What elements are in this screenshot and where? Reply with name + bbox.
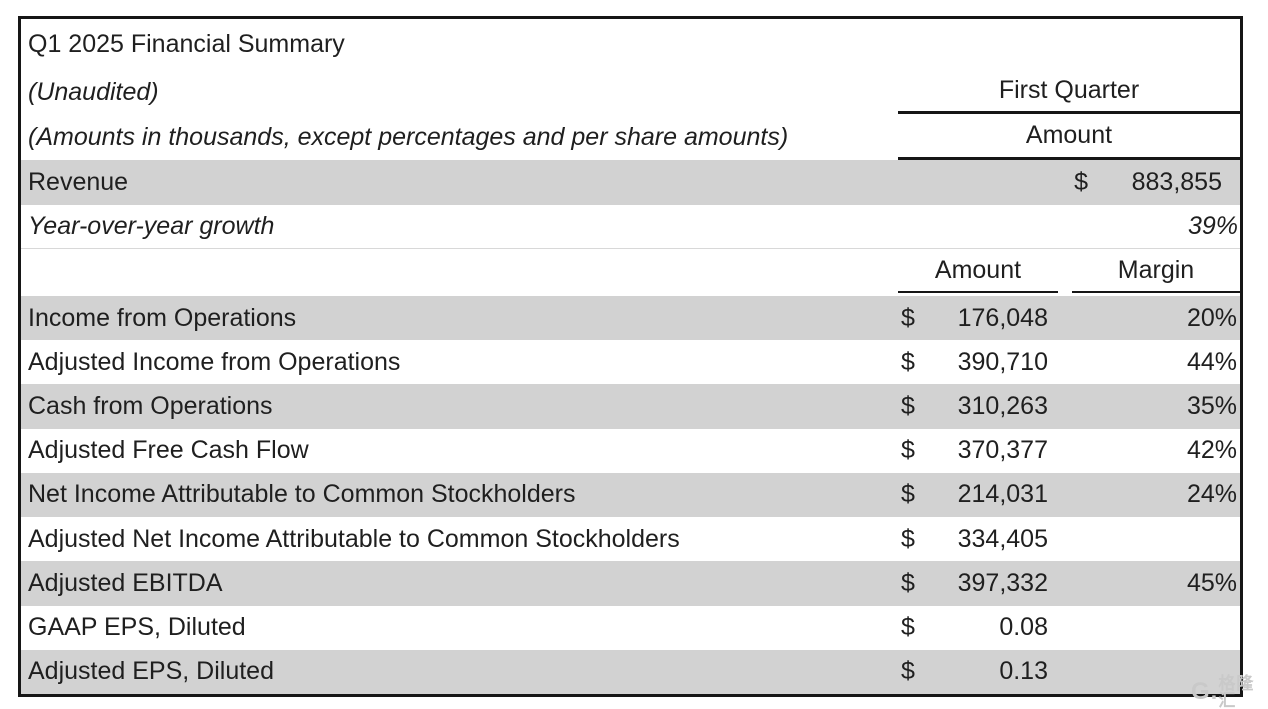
page-title: Q1 2025 Financial Summary bbox=[28, 30, 345, 58]
amount-value: 0.08 bbox=[999, 613, 1048, 642]
amount-cell: $ 310,263 bbox=[898, 392, 1058, 421]
amount-cell: $ 0.08 bbox=[898, 613, 1058, 642]
column-gap bbox=[1058, 613, 1072, 642]
currency-symbol: $ bbox=[901, 524, 915, 553]
amount-cell: $ 370,377 bbox=[898, 436, 1058, 465]
row-values: $ 0.08 bbox=[898, 613, 1240, 642]
row-label: Adjusted EPS, Diluted bbox=[28, 657, 274, 686]
currency-symbol: $ bbox=[901, 392, 915, 421]
column-gap bbox=[1058, 304, 1072, 333]
table-row: Adjusted Free Cash Flow $ 370,377 42% bbox=[21, 429, 1240, 473]
row-values: $ 370,377 42% bbox=[898, 436, 1240, 465]
growth-row: Year-over-year growth 39% bbox=[21, 205, 1240, 249]
row-values: $ 334,405 bbox=[898, 525, 1240, 554]
margin-value bbox=[1072, 525, 1240, 554]
period-amount-header: Amount bbox=[898, 114, 1240, 160]
row-values: $ 0.13 bbox=[898, 657, 1240, 686]
amount-cell: $ 397,332 bbox=[898, 569, 1058, 598]
margin-value: 42% bbox=[1186, 436, 1237, 465]
table-row: Adjusted Net Income Attributable to Comm… bbox=[21, 517, 1240, 561]
row-values: $ 390,710 44% bbox=[898, 348, 1240, 377]
column-gap bbox=[1058, 436, 1072, 465]
margin-value: 20% bbox=[1186, 303, 1237, 332]
margin-value: 35% bbox=[1186, 392, 1237, 421]
empty-cell bbox=[21, 249, 898, 296]
column-gap bbox=[1058, 657, 1072, 686]
column-headers-row: Amount Margin bbox=[21, 249, 1240, 296]
row-label: Adjusted Net Income Attributable to Comm… bbox=[28, 524, 680, 553]
amount-cell: $ 214,031 bbox=[898, 480, 1058, 509]
scope-note-row: (Amounts in thousands, except percentage… bbox=[21, 114, 1240, 160]
table-row: Income from Operations $ 176,048 20% bbox=[21, 296, 1240, 341]
table-row: Cash from Operations $ 310,263 35% bbox=[21, 384, 1240, 429]
column-gap bbox=[1058, 249, 1072, 296]
amount-column-header: Amount bbox=[898, 249, 1058, 293]
gelonghui-watermark: G. 格隆汇 bbox=[1191, 675, 1268, 709]
currency-symbol: $ bbox=[901, 480, 915, 509]
table-row: Net Income Attributable to Common Stockh… bbox=[21, 472, 1240, 518]
margin-value bbox=[1072, 613, 1240, 642]
column-gap bbox=[1058, 480, 1072, 509]
scope-note: (Amounts in thousands, except percentage… bbox=[28, 122, 789, 151]
first-quarter-header: First Quarter bbox=[898, 70, 1240, 114]
growth-label: Year-over-year growth bbox=[28, 212, 275, 240]
margin-column-header: Margin bbox=[1072, 249, 1240, 293]
column-gap bbox=[1058, 348, 1072, 377]
row-label: GAAP EPS, Diluted bbox=[28, 613, 246, 642]
row-label: Adjusted Income from Operations bbox=[28, 347, 401, 376]
table-row: Adjusted EPS, Diluted $ 0.13 bbox=[21, 649, 1240, 694]
revenue-label: Revenue bbox=[28, 168, 129, 196]
column-gap bbox=[1058, 525, 1072, 554]
unaudited-note: (Unaudited) bbox=[28, 77, 159, 106]
amount-cell: $ 176,048 bbox=[898, 304, 1058, 333]
table-row: Adjusted EBITDA $ 397,332 45% bbox=[21, 561, 1240, 606]
currency-symbol: $ bbox=[1074, 168, 1088, 196]
row-label: Income from Operations bbox=[28, 303, 297, 332]
row-values: $ 397,332 45% bbox=[898, 569, 1240, 598]
currency-symbol: $ bbox=[901, 613, 915, 642]
title-row: Q1 2025 Financial Summary bbox=[21, 19, 1240, 70]
row-values: $ 310,263 35% bbox=[898, 392, 1240, 421]
amount-cell: $ 334,405 bbox=[898, 525, 1058, 554]
row-label: Adjusted EBITDA bbox=[28, 568, 223, 597]
revenue-amount: 883,855 bbox=[1131, 168, 1222, 196]
revenue-row: Revenue $ 883,855 bbox=[21, 160, 1240, 205]
amount-value: 397,332 bbox=[957, 568, 1048, 597]
unaudited-row: (Unaudited) First Quarter bbox=[21, 70, 1240, 114]
row-label: Adjusted Free Cash Flow bbox=[28, 436, 309, 465]
table-row: GAAP EPS, Diluted $ 0.08 bbox=[21, 606, 1240, 650]
amount-cell: $ 0.13 bbox=[898, 657, 1058, 686]
growth-value: 39% bbox=[1187, 212, 1238, 240]
watermark-brand: 格隆汇 bbox=[1218, 674, 1255, 709]
currency-symbol: $ bbox=[901, 657, 915, 686]
revenue-amount-cell: $ 883,855 bbox=[898, 168, 1240, 197]
amount-value: 214,031 bbox=[957, 480, 1048, 509]
amount-value: 334,405 bbox=[957, 524, 1048, 553]
currency-symbol: $ bbox=[901, 347, 915, 376]
row-values: $ 176,048 20% bbox=[898, 304, 1240, 333]
amount-value: 370,377 bbox=[957, 436, 1048, 465]
margin-value: 24% bbox=[1186, 480, 1237, 509]
amount-value: 176,048 bbox=[957, 303, 1048, 332]
currency-symbol: $ bbox=[901, 436, 915, 465]
column-gap bbox=[1058, 569, 1072, 598]
margin-value: 44% bbox=[1186, 347, 1237, 376]
data-rows: Income from Operations $ 176,048 20% Adj… bbox=[21, 296, 1240, 694]
row-label: Net Income Attributable to Common Stockh… bbox=[28, 480, 576, 509]
column-gap bbox=[1058, 392, 1072, 421]
financial-summary-table: Q1 2025 Financial Summary (Unaudited) Fi… bbox=[18, 16, 1243, 697]
margin-value: 45% bbox=[1186, 568, 1237, 597]
amount-value: 390,710 bbox=[957, 347, 1048, 376]
currency-symbol: $ bbox=[901, 303, 915, 332]
row-values: $ 214,031 24% bbox=[898, 480, 1240, 509]
amount-value: 0.13 bbox=[999, 657, 1048, 686]
amount-cell: $ 390,710 bbox=[898, 348, 1058, 377]
watermark-logo: G. bbox=[1191, 678, 1219, 705]
currency-symbol: $ bbox=[901, 568, 915, 597]
row-label: Cash from Operations bbox=[28, 392, 273, 421]
column-headers: Amount Margin bbox=[898, 249, 1240, 296]
table-row: Adjusted Income from Operations $ 390,71… bbox=[21, 340, 1240, 384]
amount-value: 310,263 bbox=[957, 392, 1048, 421]
